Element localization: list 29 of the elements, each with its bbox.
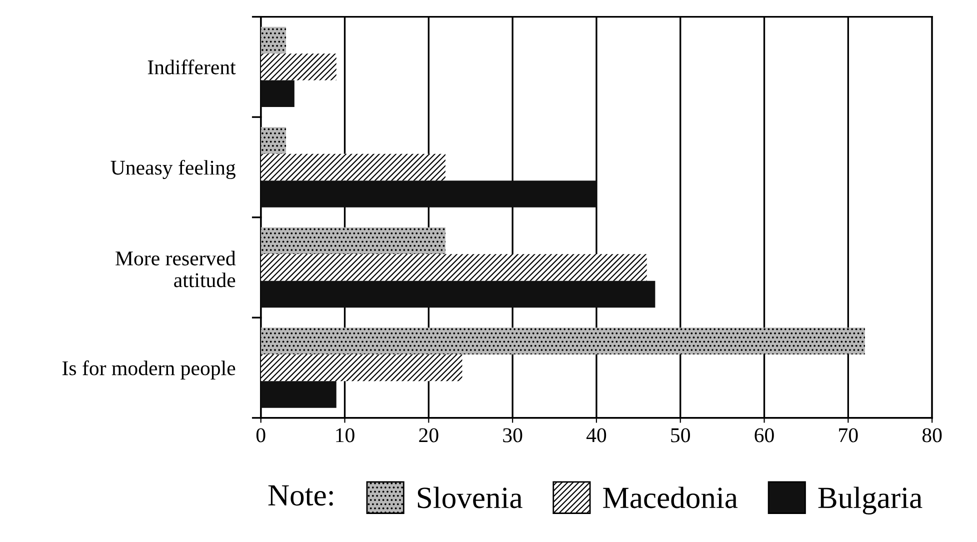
bar [260, 354, 462, 382]
bar [260, 54, 336, 80]
y-tick-label: Indifferent [148, 59, 236, 74]
x-tick-label: 70 [839, 428, 858, 442]
bar [260, 127, 286, 154]
x-tick-label: 80 [922, 428, 942, 442]
bar [260, 280, 656, 308]
bar [260, 381, 336, 408]
bar [260, 227, 446, 254]
x-tick-label: 10 [336, 428, 354, 442]
x-tick-label: 20 [419, 428, 438, 442]
x-tick-label: 50 [671, 428, 690, 442]
x-tick-label: 0 [256, 428, 266, 442]
bar [260, 154, 446, 181]
bar [260, 26, 286, 54]
bar [260, 328, 865, 354]
legend-label: Bulgaria [818, 486, 922, 514]
bar [260, 180, 596, 208]
bar [260, 254, 647, 281]
bar [260, 80, 294, 108]
y-tick-label: Uneasy feeling [110, 160, 236, 180]
y-tick-label: More reserved attitude [116, 250, 236, 288]
y-tick-label: Is for modern people [62, 360, 236, 380]
legend-label: Macedonia [603, 486, 738, 508]
x-tick-label: 60 [754, 428, 774, 442]
x-tick-label: 40 [586, 428, 606, 442]
legend-label: Slovenia [418, 486, 522, 508]
x-tick-label: 30 [503, 428, 522, 442]
legend-title: Note: [268, 485, 333, 506]
